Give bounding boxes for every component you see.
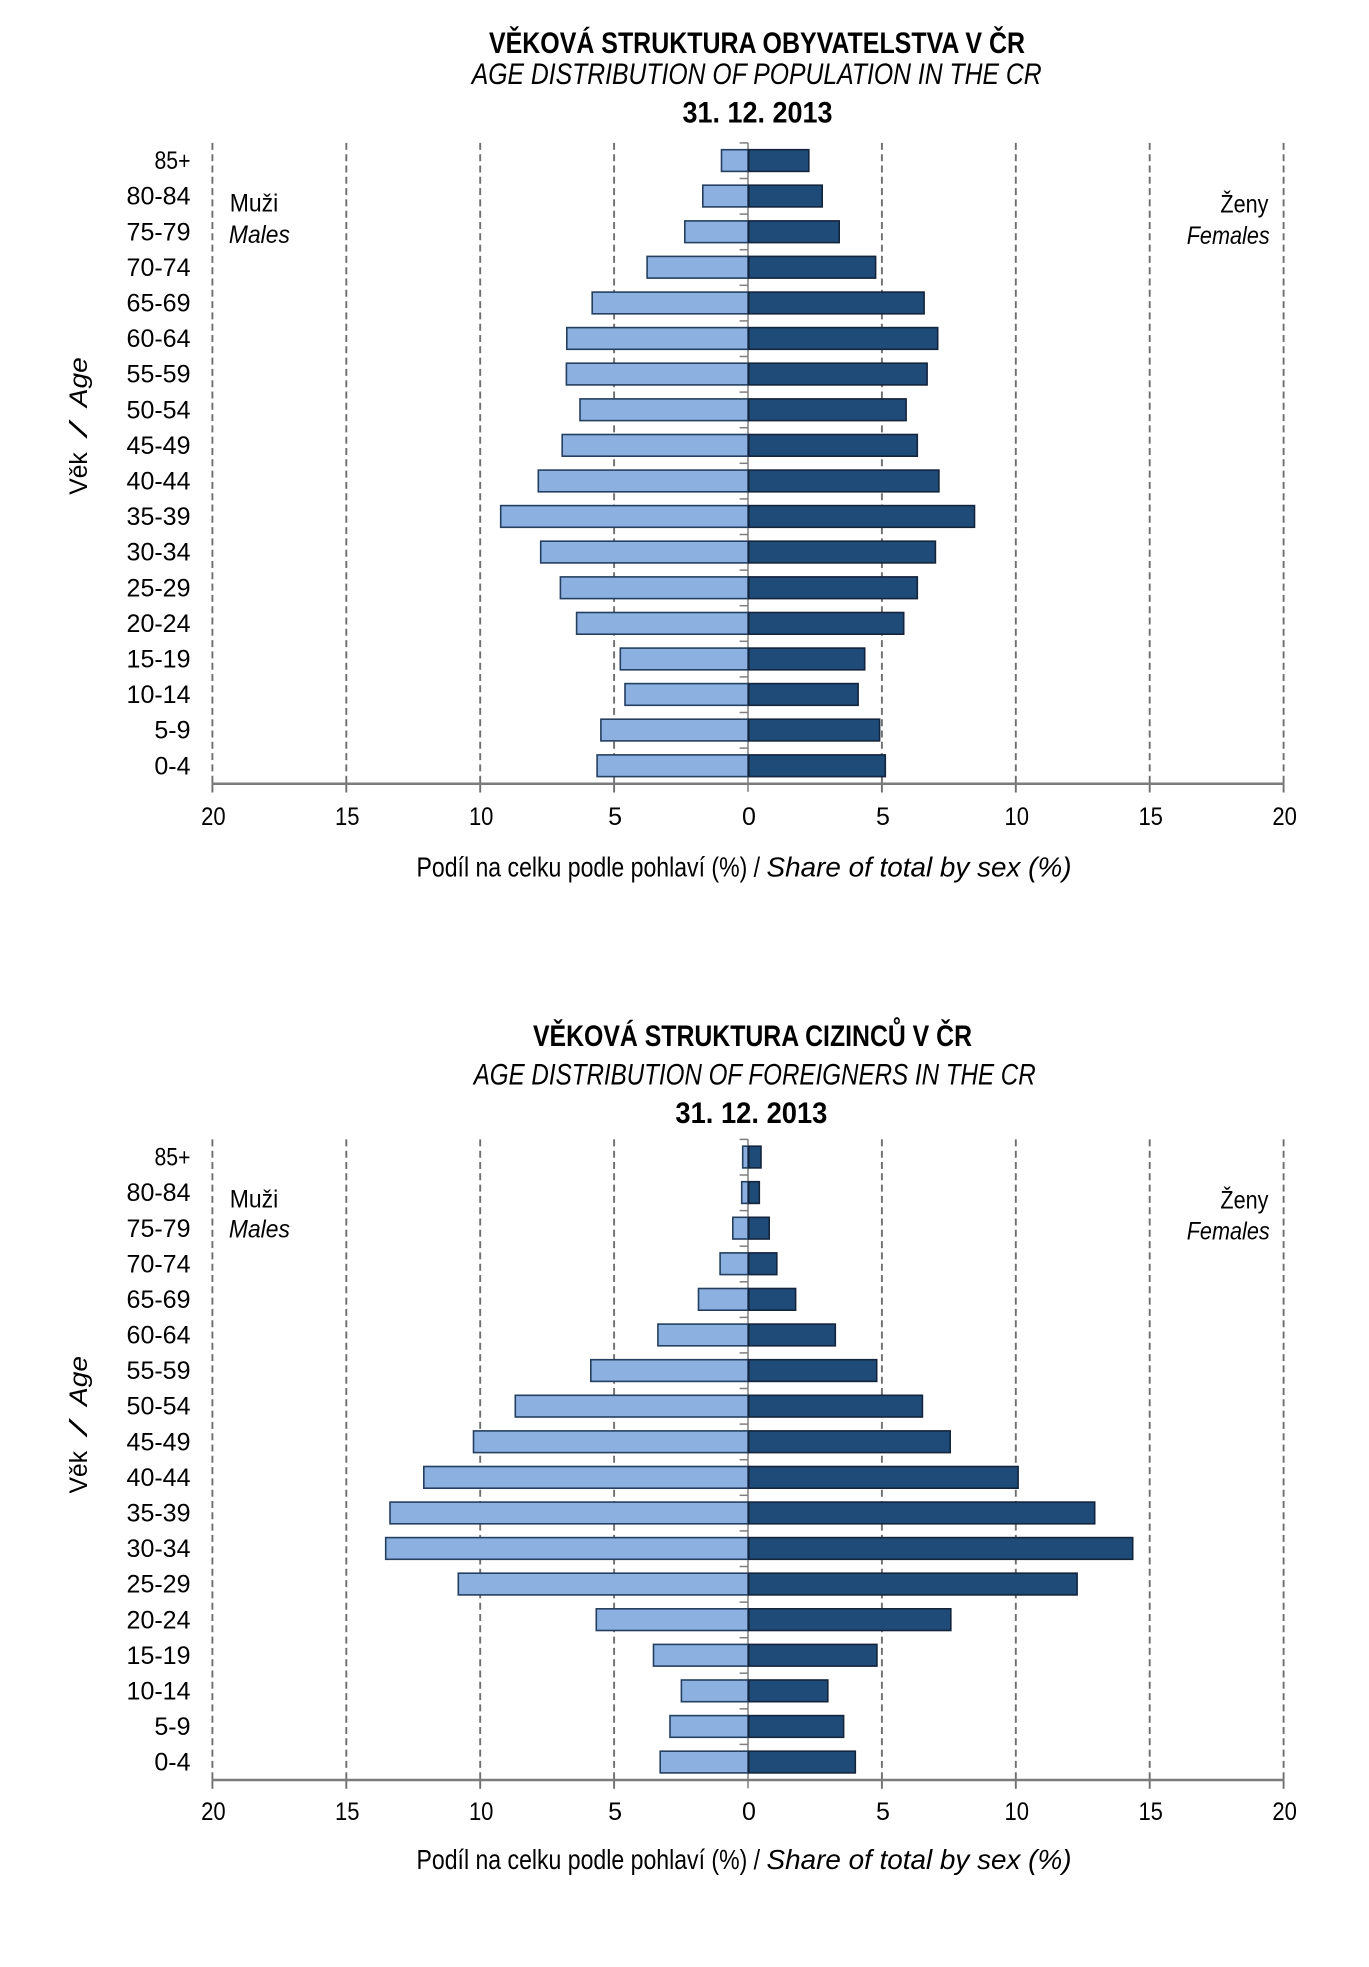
svg-text:35-39: 35-39 bbox=[127, 503, 191, 531]
svg-text:31. 12. 2013: 31. 12. 2013 bbox=[675, 1097, 827, 1130]
svg-text:60-64: 60-64 bbox=[127, 1322, 191, 1350]
svg-text:Males: Males bbox=[229, 1216, 290, 1244]
svg-text:0-4: 0-4 bbox=[154, 1749, 190, 1777]
svg-text:Podíl na celku podle pohlaví (: Podíl na celku podle pohlaví (%) / Share… bbox=[417, 851, 1072, 882]
svg-text:5: 5 bbox=[608, 803, 622, 831]
svg-text:45-49: 45-49 bbox=[127, 432, 191, 460]
svg-text:15: 15 bbox=[1138, 1798, 1163, 1826]
svg-text:5-9: 5-9 bbox=[154, 1713, 190, 1741]
svg-text:Females: Females bbox=[1187, 222, 1270, 250]
svg-text:Males: Males bbox=[229, 221, 290, 249]
svg-text:10-14: 10-14 bbox=[127, 681, 191, 709]
svg-text:55-59: 55-59 bbox=[127, 1357, 191, 1385]
svg-text:45-49: 45-49 bbox=[127, 1428, 191, 1456]
svg-text:5: 5 bbox=[608, 1798, 622, 1826]
svg-text:Věk/Age: Věk/Age bbox=[65, 1356, 93, 1494]
svg-text:31. 12. 2013: 31. 12. 2013 bbox=[683, 96, 833, 129]
svg-text:Věk/Age: Věk/Age bbox=[65, 357, 93, 495]
svg-text:10: 10 bbox=[1005, 1798, 1030, 1826]
svg-text:10: 10 bbox=[469, 1798, 494, 1826]
svg-text:15: 15 bbox=[335, 1798, 360, 1826]
svg-text:20-24: 20-24 bbox=[127, 610, 191, 638]
svg-text:20: 20 bbox=[201, 1798, 226, 1826]
svg-text:65-69: 65-69 bbox=[127, 290, 191, 318]
svg-text:VĚKOVÁ STRUKTURA CIZINCŮ V ČR: VĚKOVÁ STRUKTURA CIZINCŮ V ČR bbox=[533, 1017, 972, 1053]
svg-text:25-29: 25-29 bbox=[127, 574, 191, 602]
svg-text:30-34: 30-34 bbox=[127, 539, 191, 567]
svg-text:85+: 85+ bbox=[155, 1144, 191, 1172]
svg-text:Muži: Muži bbox=[230, 1185, 279, 1213]
svg-text:85+: 85+ bbox=[155, 147, 191, 175]
svg-text:50-54: 50-54 bbox=[127, 1393, 191, 1421]
svg-text:15: 15 bbox=[1138, 803, 1163, 831]
svg-text:40-44: 40-44 bbox=[127, 1464, 191, 1492]
svg-text:75-79: 75-79 bbox=[127, 1215, 191, 1243]
svg-text:0: 0 bbox=[742, 803, 756, 831]
svg-text:20: 20 bbox=[1272, 1798, 1297, 1826]
svg-text:75-79: 75-79 bbox=[127, 218, 191, 246]
svg-text:70-74: 70-74 bbox=[127, 1250, 191, 1278]
svg-text:Ženy: Ženy bbox=[1220, 1185, 1268, 1214]
svg-text:0: 0 bbox=[742, 1798, 756, 1826]
svg-text:80-84: 80-84 bbox=[127, 1179, 191, 1207]
svg-text:Muži: Muži bbox=[230, 189, 279, 217]
svg-text:10: 10 bbox=[1005, 803, 1030, 831]
svg-text:15-19: 15-19 bbox=[127, 646, 191, 674]
svg-text:60-64: 60-64 bbox=[127, 325, 191, 353]
svg-text:Podíl na celku podle pohlaví (: Podíl na celku podle pohlaví (%) / Share… bbox=[417, 1844, 1072, 1875]
svg-text:70-74: 70-74 bbox=[127, 254, 191, 282]
svg-text:15: 15 bbox=[335, 803, 360, 831]
svg-text:35-39: 35-39 bbox=[127, 1500, 191, 1528]
svg-text:AGE DISTRIBUTION OF FOREIGNERS: AGE DISTRIBUTION OF FOREIGNERS IN THE CR bbox=[472, 1059, 1036, 1092]
svg-text:5: 5 bbox=[876, 1798, 890, 1826]
svg-text:5-9: 5-9 bbox=[154, 717, 190, 745]
svg-text:20: 20 bbox=[201, 803, 226, 831]
svg-text:10: 10 bbox=[469, 803, 494, 831]
svg-text:65-69: 65-69 bbox=[127, 1286, 191, 1314]
svg-text:20-24: 20-24 bbox=[127, 1606, 191, 1634]
svg-text:10-14: 10-14 bbox=[127, 1678, 191, 1706]
svg-text:15-19: 15-19 bbox=[127, 1642, 191, 1670]
svg-text:30-34: 30-34 bbox=[127, 1535, 191, 1563]
svg-text:AGE DISTRIBUTION OF POPULATION: AGE DISTRIBUTION OF POPULATION IN THE CR bbox=[470, 58, 1042, 91]
svg-text:Females: Females bbox=[1187, 1217, 1270, 1245]
svg-text:80-84: 80-84 bbox=[127, 183, 191, 211]
svg-text:5: 5 bbox=[876, 803, 890, 831]
svg-text:25-29: 25-29 bbox=[127, 1571, 191, 1599]
svg-text:40-44: 40-44 bbox=[127, 468, 191, 496]
svg-text:VĚKOVÁ STRUKTURA OBYVATELSTVA: VĚKOVÁ STRUKTURA OBYVATELSTVA V ČR bbox=[489, 26, 1025, 60]
svg-text:50-54: 50-54 bbox=[127, 396, 191, 424]
svg-text:Ženy: Ženy bbox=[1220, 189, 1268, 218]
svg-text:20: 20 bbox=[1272, 803, 1297, 831]
svg-text:55-59: 55-59 bbox=[127, 361, 191, 389]
svg-text:0-4: 0-4 bbox=[154, 752, 190, 780]
